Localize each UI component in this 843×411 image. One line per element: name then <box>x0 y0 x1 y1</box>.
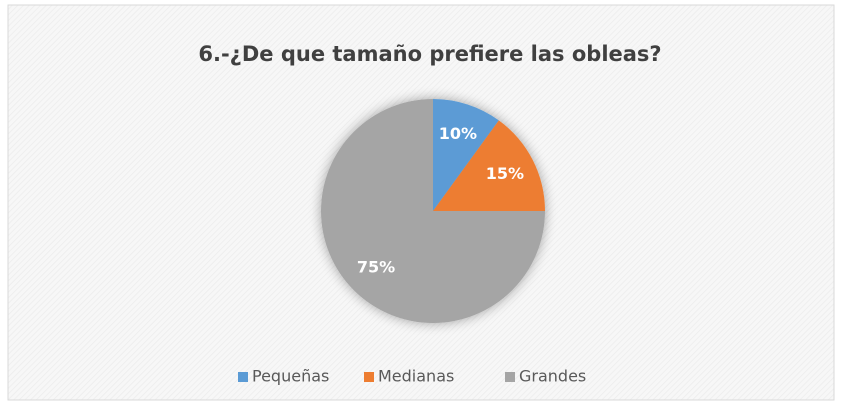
pie-slice <box>433 120 545 211</box>
pie-slice <box>321 99 545 323</box>
pie <box>321 99 545 323</box>
data-label: 75% <box>357 258 395 277</box>
chart-title: 6.-¿De que tamaño prefiere las obleas? <box>198 42 661 66</box>
pie-slice <box>433 99 499 211</box>
legend-label: Grandes <box>519 367 586 386</box>
data-label: 15% <box>486 164 524 183</box>
legend-swatch <box>505 372 515 382</box>
legend-label: Pequeñas <box>252 367 329 386</box>
legend-swatch <box>238 372 248 382</box>
legend-swatch <box>364 372 374 382</box>
legend-label: Medianas <box>378 367 454 386</box>
data-label: 10% <box>439 124 477 143</box>
